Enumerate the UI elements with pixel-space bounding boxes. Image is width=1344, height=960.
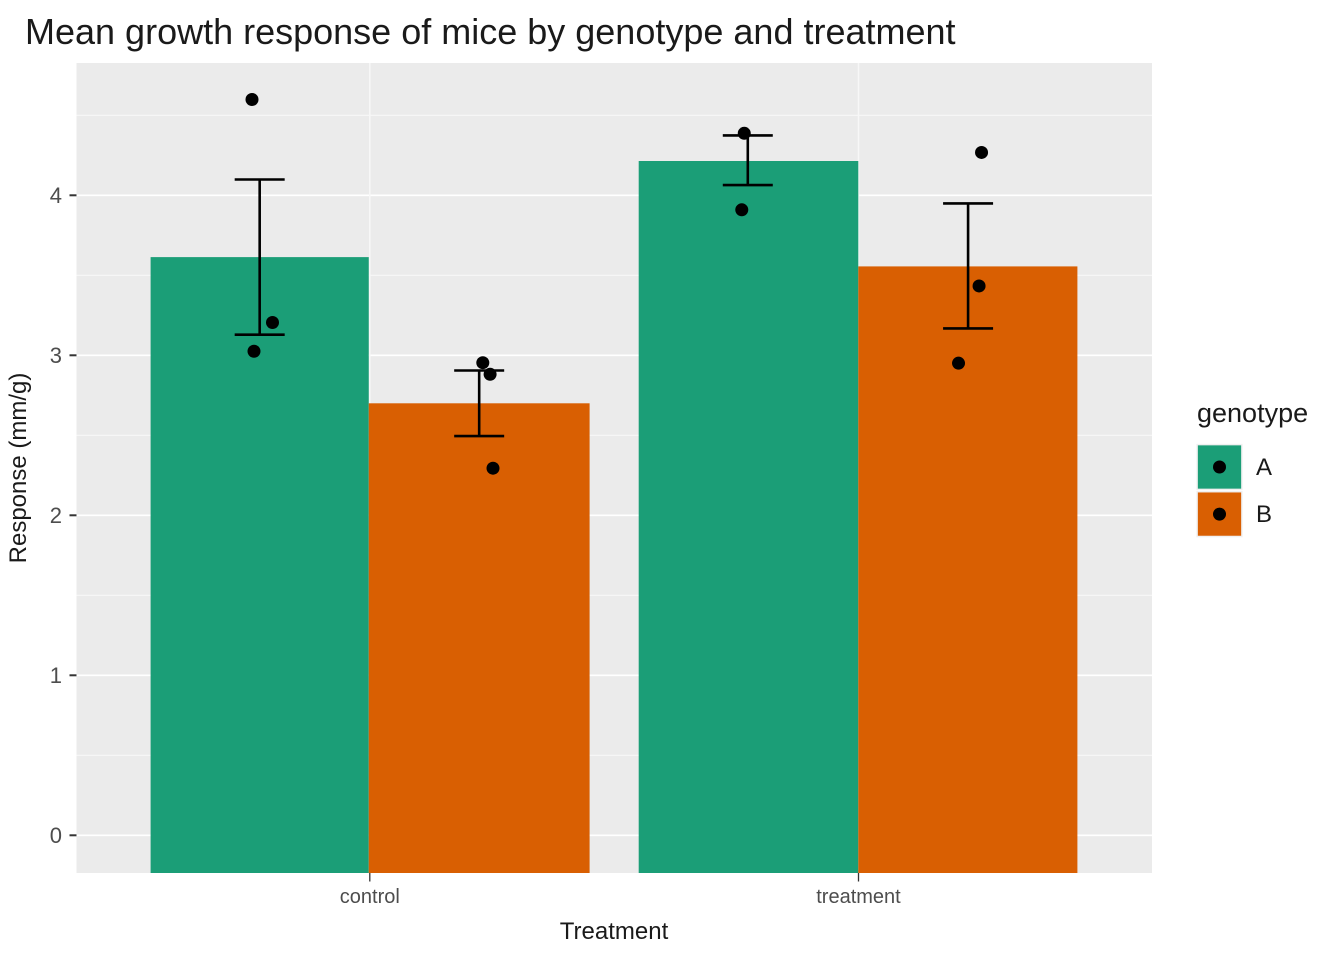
svg-text:genotype: genotype <box>1197 398 1308 428</box>
svg-text:4: 4 <box>50 183 62 208</box>
svg-text:Response (mm/g): Response (mm/g) <box>5 373 32 564</box>
svg-text:1: 1 <box>50 663 62 688</box>
svg-text:0: 0 <box>50 823 62 848</box>
svg-text:treatment: treatment <box>816 886 901 908</box>
svg-text:A: A <box>1256 454 1272 481</box>
svg-text:Treatment: Treatment <box>560 918 669 945</box>
svg-text:3: 3 <box>50 343 62 368</box>
svg-text:B: B <box>1256 501 1272 528</box>
svg-text:2: 2 <box>50 503 62 528</box>
svg-text:control: control <box>340 886 400 908</box>
